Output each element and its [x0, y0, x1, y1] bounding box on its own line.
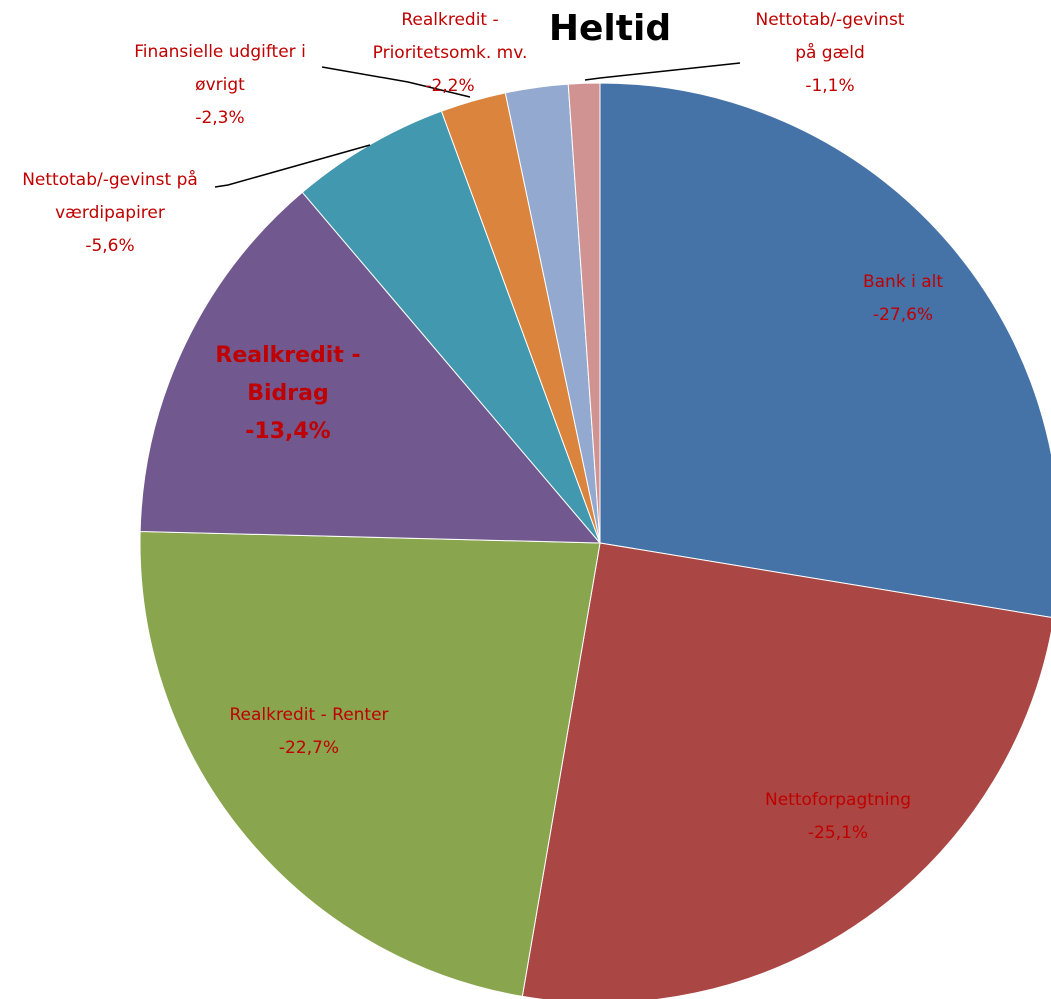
category-label: Finansielle udgifter i øvrigt	[134, 42, 306, 95]
pie-slice	[139, 530, 601, 997]
leader-line	[214, 144, 371, 188]
pie-slice	[599, 82, 1051, 618]
value-label: -25,1%	[807, 823, 869, 843]
category-label: Bank i alt	[862, 272, 944, 292]
value-label: -5,6%	[85, 236, 135, 256]
category-label: Realkredit - Bidrag	[215, 343, 361, 406]
chart-title: Heltid	[548, 8, 672, 49]
value-label: -1,1%	[805, 76, 855, 96]
slice-label: Nettoforpagtning -25,1%	[738, 784, 938, 850]
pie-slice	[139, 191, 602, 544]
value-label: -2,3%	[195, 108, 245, 128]
slice-label: Realkredit - Renter -22,7%	[199, 699, 419, 765]
pie-slice	[567, 82, 601, 544]
slice-label: Realkredit - Prioritetsomk. mv. -2,2%	[358, 4, 543, 103]
category-label: Realkredit - Renter	[229, 705, 389, 725]
category-label: Nettoforpagtning	[764, 790, 911, 810]
value-label: -2,2%	[425, 76, 475, 96]
slice-label: Bank i alt -27,6%	[823, 266, 983, 332]
leader-line	[584, 62, 741, 81]
category-label: Realkredit - Prioritetsomk. mv.	[372, 10, 528, 63]
category-label: Nettotab/-gevinst på værdipapirer	[22, 170, 198, 223]
value-label: -22,7%	[278, 738, 340, 758]
slice-label: Nettotab/-gevinst på værdipapirer -5,6%	[5, 164, 215, 263]
leader-line	[321, 66, 471, 98]
value-label: -13,4%	[245, 419, 331, 444]
category-label: Nettotab/-gevinst på gæld	[755, 10, 905, 63]
value-label: -27,6%	[872, 305, 934, 325]
slice-label: Nettotab/-gevinst på gæld -1,1%	[750, 4, 910, 103]
slice-label: Finansielle udgifter i øvrigt -2,3%	[108, 36, 333, 135]
pie-slice	[521, 542, 1051, 999]
slice-label: Realkredit - Bidrag -13,4%	[203, 337, 373, 451]
